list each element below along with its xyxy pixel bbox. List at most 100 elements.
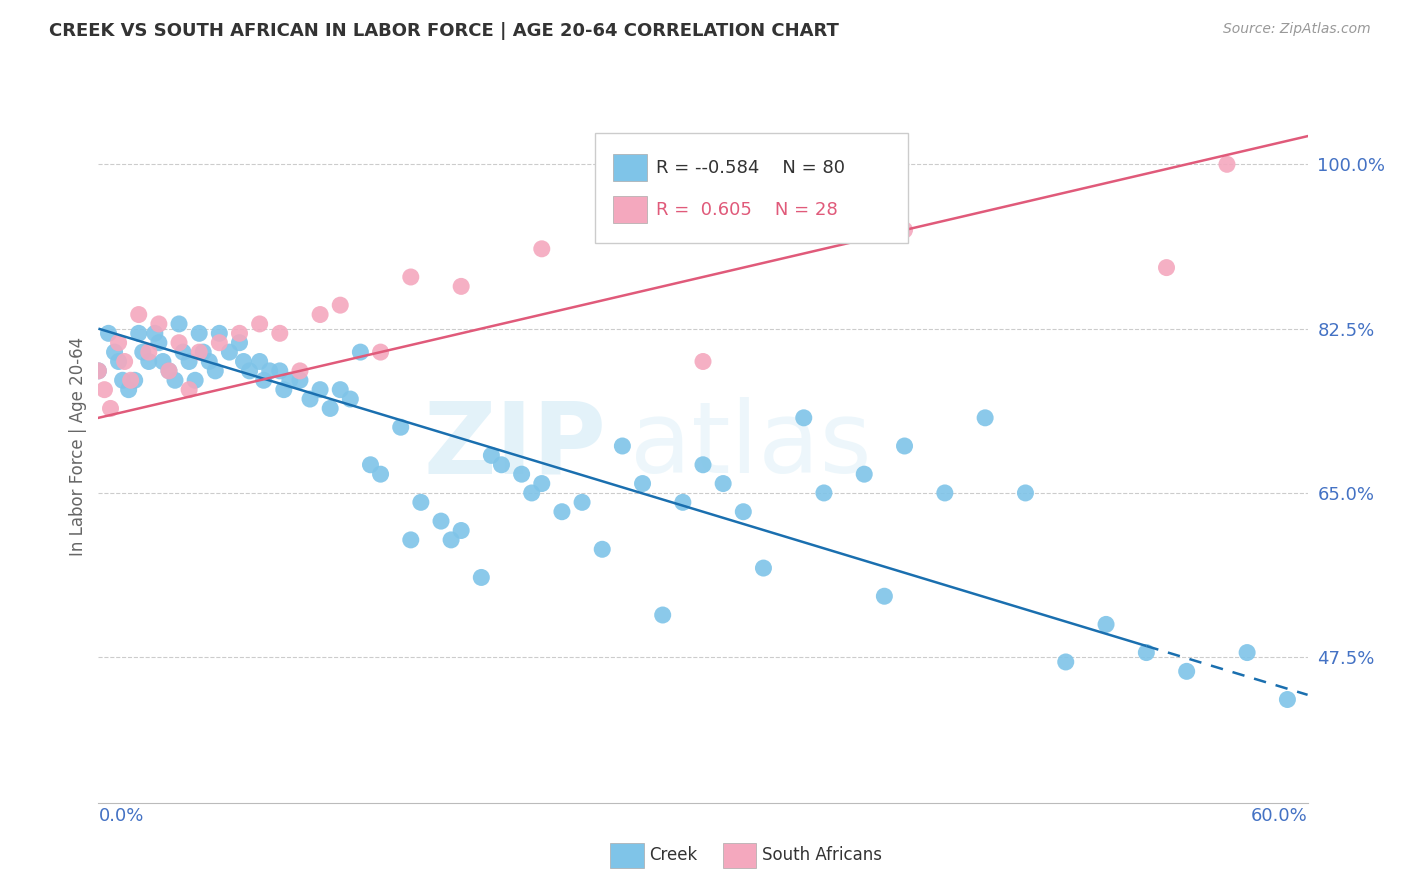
Point: [370, 345, 392, 359]
Point: [269, 364, 291, 378]
Point: [228, 326, 250, 341]
Point: [299, 392, 322, 406]
Point: [138, 354, 160, 368]
Point: [167, 335, 190, 350]
Point: [510, 467, 533, 482]
Point: [692, 458, 714, 472]
Point: [440, 533, 463, 547]
Point: [370, 467, 392, 482]
Point: [228, 335, 250, 350]
Point: [132, 345, 155, 359]
Point: [163, 373, 186, 387]
Point: [177, 354, 201, 368]
Text: R =  0.605    N = 28: R = 0.605 N = 28: [657, 201, 838, 219]
Point: [339, 392, 361, 406]
Point: [853, 467, 876, 482]
Point: [148, 317, 170, 331]
Point: [288, 364, 311, 378]
Y-axis label: In Labor Force | Age 20-64: In Labor Force | Age 20-64: [69, 336, 87, 556]
Point: [239, 364, 262, 378]
Point: [893, 439, 915, 453]
Point: [733, 505, 755, 519]
Point: [1095, 617, 1118, 632]
Point: [128, 326, 150, 341]
Point: [389, 420, 412, 434]
Point: [249, 354, 271, 368]
Point: [208, 326, 231, 341]
Point: [103, 345, 125, 359]
Point: [143, 326, 166, 341]
Point: [481, 449, 503, 463]
Point: [450, 279, 472, 293]
Point: [1175, 665, 1198, 679]
Point: [530, 476, 553, 491]
Point: [329, 298, 352, 312]
Point: [873, 589, 896, 603]
Point: [450, 524, 472, 538]
Point: [430, 514, 453, 528]
Point: [148, 335, 170, 350]
Point: [360, 458, 382, 472]
Point: [259, 364, 281, 378]
Point: [752, 561, 775, 575]
Point: [198, 354, 221, 368]
Point: [157, 364, 180, 378]
Point: [329, 383, 352, 397]
Point: [399, 533, 422, 547]
Point: [111, 373, 134, 387]
Point: [309, 308, 332, 322]
Point: [399, 270, 422, 285]
Point: [93, 383, 115, 397]
Point: [551, 505, 574, 519]
Point: [409, 495, 432, 509]
Point: [470, 570, 492, 584]
Point: [218, 345, 240, 359]
Point: [672, 495, 695, 509]
Point: [208, 335, 231, 350]
Point: [184, 373, 207, 387]
Point: [87, 364, 110, 378]
Point: [269, 326, 291, 341]
Point: [107, 354, 129, 368]
Point: [249, 317, 271, 331]
Text: Creek: Creek: [650, 847, 697, 864]
Point: [1236, 646, 1258, 660]
Text: South Africans: South Africans: [762, 847, 882, 864]
Point: [1054, 655, 1077, 669]
Text: R = --0.584    N = 80: R = --0.584 N = 80: [657, 159, 845, 177]
Point: [172, 345, 194, 359]
Point: [1135, 646, 1157, 660]
Point: [491, 458, 513, 472]
Point: [107, 335, 129, 350]
Text: 0.0%: 0.0%: [98, 807, 143, 825]
Point: [1216, 157, 1239, 171]
Text: atlas: atlas: [630, 398, 872, 494]
Point: [974, 410, 997, 425]
Point: [87, 364, 110, 378]
Point: [631, 476, 654, 491]
Point: [612, 439, 634, 453]
Point: [530, 242, 553, 256]
Point: [349, 345, 371, 359]
Text: Source: ZipAtlas.com: Source: ZipAtlas.com: [1223, 22, 1371, 37]
Point: [651, 607, 673, 622]
Point: [813, 486, 835, 500]
Point: [204, 364, 226, 378]
Point: [128, 308, 150, 322]
Point: [793, 410, 815, 425]
Point: [1014, 486, 1036, 500]
Point: [100, 401, 122, 416]
Point: [120, 373, 142, 387]
Point: [1277, 692, 1299, 706]
Point: [118, 383, 141, 397]
Point: [1156, 260, 1178, 275]
Point: [571, 495, 593, 509]
Point: [288, 373, 311, 387]
Text: 60.0%: 60.0%: [1251, 807, 1308, 825]
Point: [273, 383, 295, 397]
Point: [114, 354, 136, 368]
Point: [152, 354, 174, 368]
Text: CREEK VS SOUTH AFRICAN IN LABOR FORCE | AGE 20-64 CORRELATION CHART: CREEK VS SOUTH AFRICAN IN LABOR FORCE | …: [49, 22, 839, 40]
Point: [692, 354, 714, 368]
Point: [157, 364, 180, 378]
